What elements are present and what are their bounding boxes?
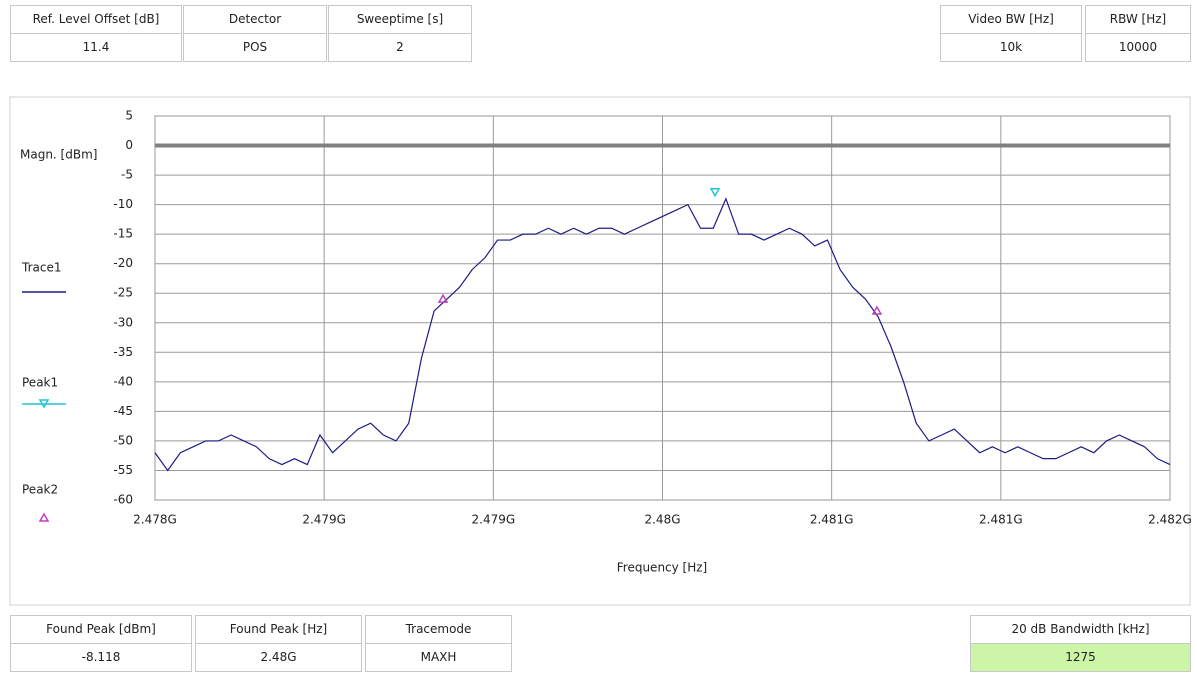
- field-label: Tracemode: [366, 616, 511, 644]
- field: Ref. Level Offset [dB] 11.4: [10, 5, 182, 62]
- y-tick-label: 0: [125, 138, 133, 152]
- field-label: RBW [Hz]: [1086, 6, 1190, 34]
- field: Found Peak [dBm] -8.118: [10, 615, 192, 672]
- field-value: 2: [396, 40, 404, 54]
- peak-marker: [871, 305, 883, 315]
- y-tick-label: 5: [125, 109, 133, 123]
- x-tick-label: 2.478G: [133, 513, 177, 527]
- legend-marker: [38, 512, 50, 522]
- field: Tracemode MAXH: [365, 615, 512, 672]
- x-tick-label: 2.479G: [472, 513, 516, 527]
- field: Video BW [Hz] 10k: [940, 5, 1082, 62]
- y-tick-label: -5: [121, 168, 133, 182]
- peak-marker: [709, 188, 721, 198]
- y-tick-label: -30: [113, 315, 133, 329]
- field: Sweeptime [s] 2: [328, 5, 472, 62]
- field-value: MAXH: [420, 650, 457, 664]
- field-value: 11.4: [82, 40, 110, 54]
- y-tick-label: -50: [113, 433, 133, 447]
- field-label: Video BW [Hz]: [941, 6, 1081, 34]
- field-label: Found Peak [Hz]: [196, 616, 361, 644]
- y-tick-label: -10: [113, 197, 133, 211]
- y-tick-label: -35: [113, 345, 133, 359]
- field-value: 10000: [1118, 40, 1158, 54]
- field: Detector POS: [183, 5, 327, 62]
- y-tick-label: -25: [113, 286, 133, 300]
- y-tick-label: -60: [113, 493, 133, 507]
- x-tick-label: 2.48G: [644, 513, 680, 527]
- x-tick-label: 2.482G: [1148, 513, 1192, 527]
- y-tick-label: -15: [113, 227, 133, 241]
- y-tick-label: -55: [113, 463, 133, 477]
- y-tick-label: -45: [113, 404, 133, 418]
- field: RBW [Hz] 10000: [1085, 5, 1191, 62]
- field-label: 20 dB Bandwidth [kHz]: [971, 616, 1190, 644]
- trace-line: [154, 197, 1171, 472]
- field-value: 10k: [999, 40, 1023, 54]
- legend-label: Trace1: [21, 261, 61, 275]
- field-value: -8.118: [81, 650, 121, 664]
- x-tick-label: 2.479G: [302, 513, 346, 527]
- x-tick-label: 2.481G: [810, 513, 854, 527]
- field-label: Detector: [184, 6, 326, 34]
- legend-label: Peak2: [22, 483, 58, 497]
- legend-label: Peak1: [22, 376, 58, 390]
- field: 20 dB Bandwidth [kHz] 1275: [970, 615, 1191, 672]
- field-label: Found Peak [dBm]: [11, 616, 191, 644]
- x-tick-label: 2.481G: [979, 513, 1023, 527]
- y-tick-label: -40: [113, 374, 133, 388]
- field-label: Ref. Level Offset [dB]: [11, 6, 181, 34]
- field-value: 2.48G: [260, 650, 297, 664]
- field-value: 1275: [971, 644, 1190, 671]
- legend-marker: [38, 399, 50, 409]
- x-axis-label: Frequency [Hz]: [617, 561, 708, 575]
- peak-marker: [437, 293, 449, 303]
- field-label: Sweeptime [s]: [329, 6, 471, 34]
- field: Found Peak [Hz] 2.48G: [195, 615, 362, 672]
- y-axis-label: Magn. [dBm]: [20, 148, 97, 162]
- y-tick-label: -20: [113, 256, 133, 270]
- field-value: POS: [242, 40, 268, 54]
